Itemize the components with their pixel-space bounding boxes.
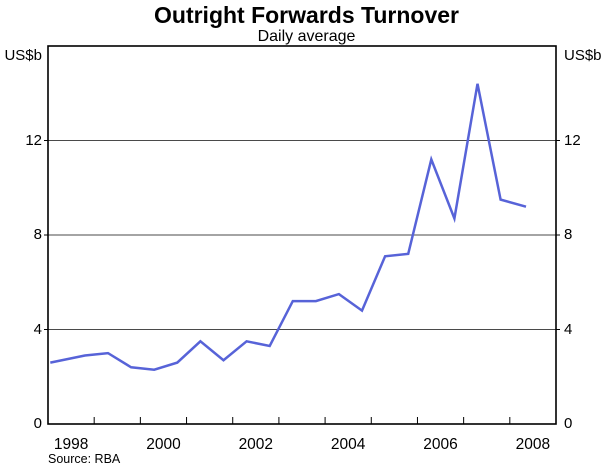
x-tick-label-1998: 1998 [53, 436, 89, 453]
y-tick-label-right-12: 12 [564, 131, 581, 149]
y-tick-label-left-4: 4 [33, 320, 42, 338]
y-tick-label-left-12: 12 [25, 131, 42, 149]
y-axis-unit-right: US$b [564, 47, 602, 64]
x-tick-label-2002: 2002 [238, 436, 274, 453]
x-tick-label-2008: 2008 [515, 436, 551, 453]
y-tick-label-right-8: 8 [564, 226, 573, 243]
x-tick-label-2006: 2006 [423, 436, 458, 453]
y-tick-label-left-8: 8 [33, 226, 42, 243]
y-axis-unit-left: US$b [4, 47, 42, 64]
source-note: Source: RBA [48, 452, 121, 466]
chart-title: Outright Forwards Turnover [154, 2, 459, 28]
turnover-line-series [50, 83, 527, 371]
chart-subtitle: Daily average [257, 28, 356, 45]
y-tick-label-left-0: 0 [33, 415, 42, 432]
y-tick-label-right-0: 0 [564, 415, 573, 432]
y-tick-label-right-4: 4 [564, 320, 573, 338]
x-tick-label-2004: 2004 [330, 436, 366, 453]
plot-frame [47, 45, 557, 425]
x-tick-label-2000: 2000 [146, 436, 181, 453]
